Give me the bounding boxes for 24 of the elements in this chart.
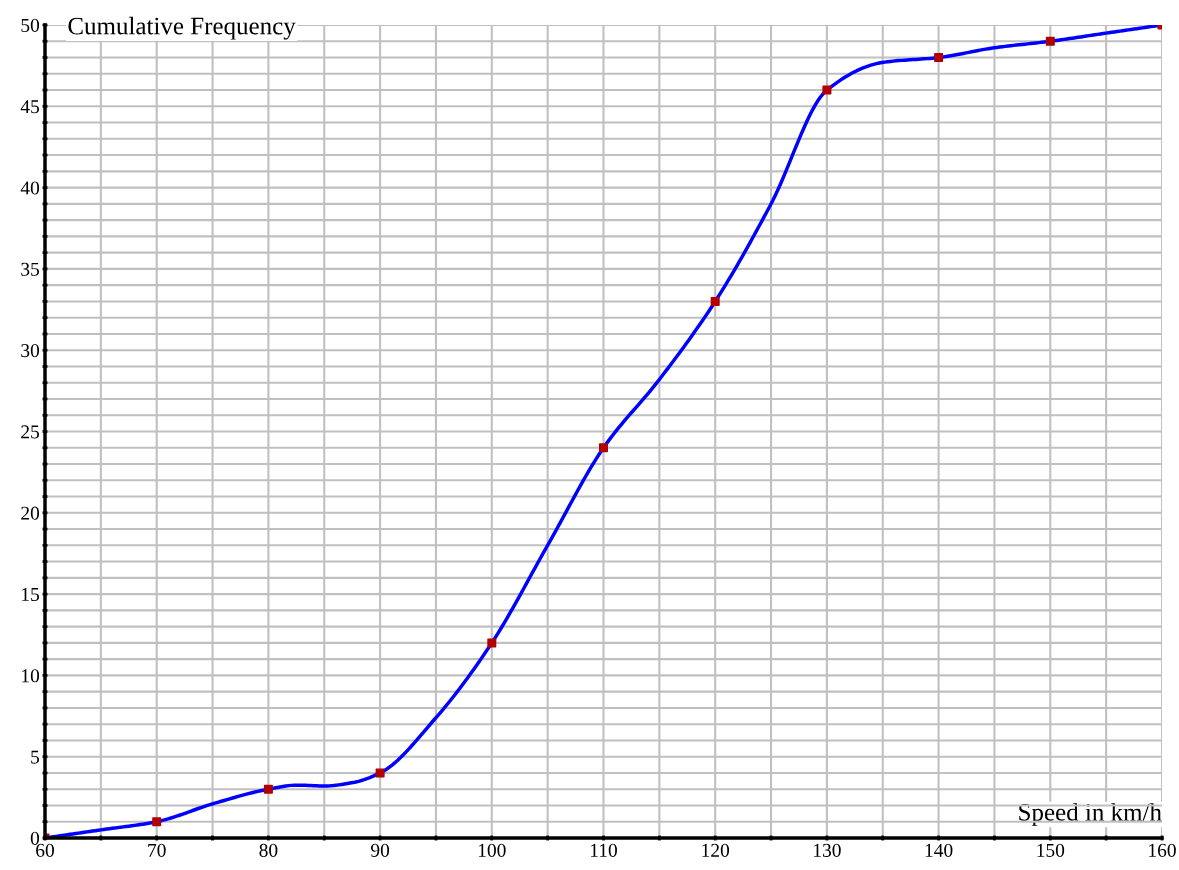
- y-tick-label: 35: [21, 262, 40, 276]
- y-tick-label: 30: [21, 344, 40, 358]
- x-tick-label: 160: [1149, 843, 1176, 857]
- y-tick-label: 40: [20, 181, 40, 195]
- x-tick-label: 70: [148, 843, 166, 857]
- x-tick-label: 60: [36, 843, 54, 857]
- x-tick-label: 80: [259, 843, 278, 857]
- x-axis-title: Speed in km/h: [1019, 803, 1162, 826]
- y-tick-label: 5: [31, 750, 40, 764]
- y-tick-label: 15: [22, 588, 40, 602]
- x-tick-label: 150: [1037, 843, 1065, 857]
- x-tick-label: 110: [590, 843, 617, 857]
- y-tick-label: 10: [22, 669, 40, 683]
- y-tick-label: 50: [21, 18, 40, 32]
- y-tick-label: 25: [21, 425, 40, 439]
- x-tick-label: 100: [478, 843, 506, 857]
- x-tick-label: 140: [925, 843, 953, 857]
- y-tick-label: 0: [30, 831, 40, 845]
- y-tick-label: 45: [20, 100, 40, 114]
- x-tick-label: 120: [702, 843, 730, 857]
- y-axis-title: Cumulative Frequency: [68, 16, 296, 40]
- x-tick-label: 90: [371, 843, 390, 857]
- y-tick-label: 20: [21, 506, 40, 520]
- x-tick-label: 130: [814, 843, 841, 857]
